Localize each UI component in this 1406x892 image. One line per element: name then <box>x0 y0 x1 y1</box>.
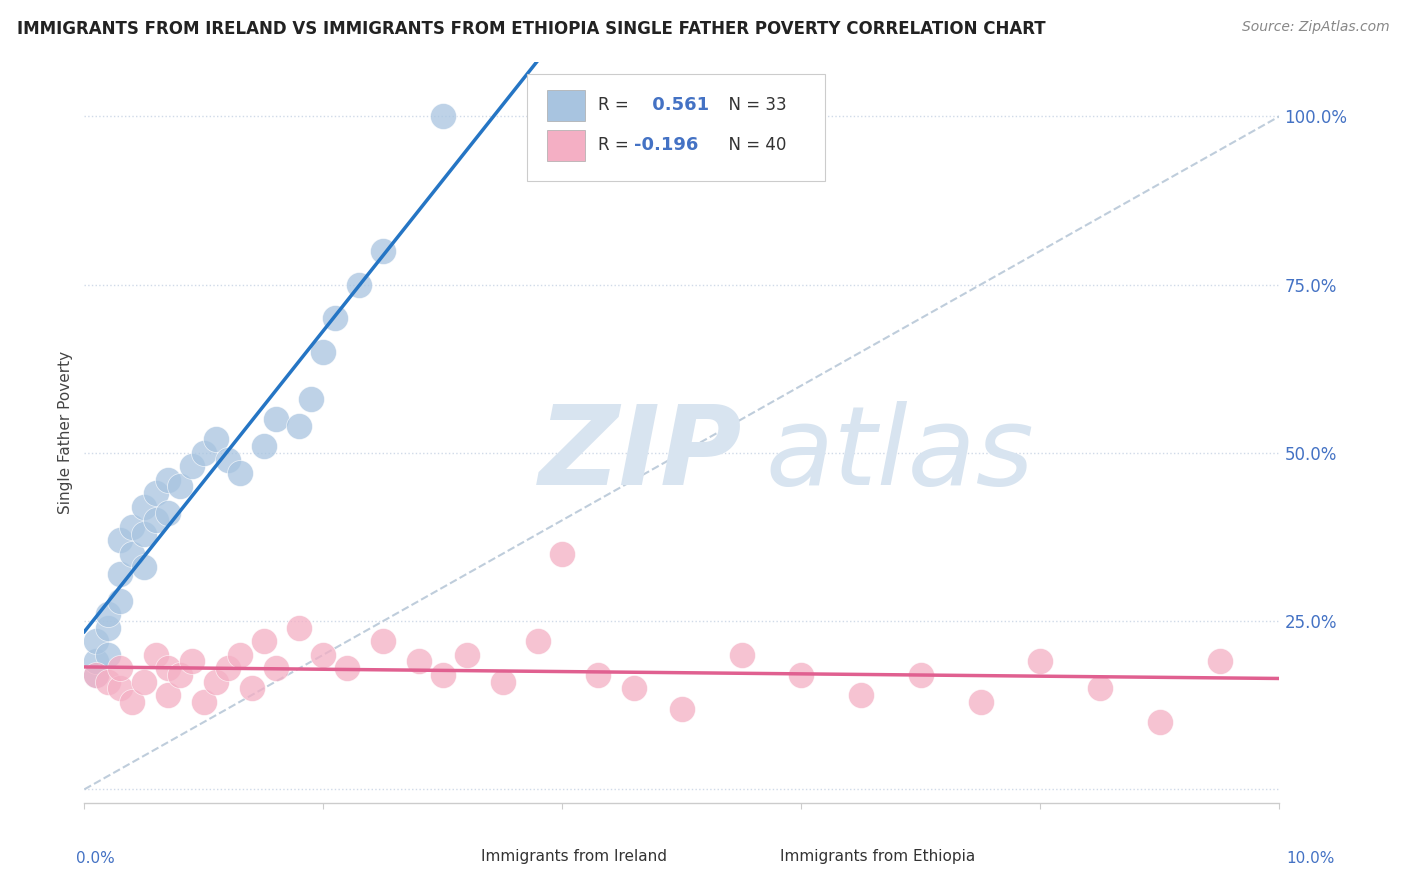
Point <box>1209 655 1232 669</box>
Point <box>527 634 550 648</box>
Point <box>132 526 156 541</box>
Point <box>132 560 156 574</box>
Point <box>253 439 276 453</box>
Point <box>97 621 120 635</box>
Point <box>623 681 645 696</box>
Point <box>217 452 239 467</box>
Point <box>121 547 143 561</box>
Point <box>193 446 215 460</box>
Text: ZIP: ZIP <box>538 401 742 508</box>
Point <box>145 513 167 527</box>
Point <box>253 634 276 648</box>
Point <box>731 648 754 662</box>
Point <box>110 681 132 696</box>
Point <box>97 648 120 662</box>
Text: atlas: atlas <box>766 401 1035 508</box>
Text: 10.0%: 10.0% <box>1286 851 1334 865</box>
Point <box>157 507 180 521</box>
Point <box>157 688 180 702</box>
Point <box>169 479 191 493</box>
Point <box>205 433 228 447</box>
Point <box>132 674 156 689</box>
FancyBboxPatch shape <box>527 73 825 181</box>
Point <box>492 674 515 689</box>
Point <box>110 533 132 548</box>
Text: IMMIGRANTS FROM IRELAND VS IMMIGRANTS FROM ETHIOPIA SINGLE FATHER POVERTY CORREL: IMMIGRANTS FROM IRELAND VS IMMIGRANTS FR… <box>17 20 1046 37</box>
Point <box>671 701 693 715</box>
Point <box>110 661 132 675</box>
Point <box>336 661 359 675</box>
Point <box>373 634 395 648</box>
Point <box>432 109 454 123</box>
Point <box>325 311 347 326</box>
Point <box>264 661 287 675</box>
Text: R =: R = <box>599 136 634 154</box>
Point <box>110 566 132 581</box>
Point <box>145 486 167 500</box>
Text: Source: ZipAtlas.com: Source: ZipAtlas.com <box>1241 20 1389 34</box>
Point <box>373 244 395 258</box>
Point <box>157 661 180 675</box>
Point <box>121 695 143 709</box>
Point <box>86 668 108 682</box>
Point <box>288 418 311 433</box>
Point <box>228 466 252 480</box>
Point <box>205 674 228 689</box>
Point <box>86 634 108 648</box>
Text: N = 33: N = 33 <box>718 96 786 114</box>
Point <box>145 648 167 662</box>
Y-axis label: Single Father Poverty: Single Father Poverty <box>58 351 73 514</box>
Point <box>181 655 204 669</box>
Point <box>1029 655 1052 669</box>
Point <box>110 594 132 608</box>
Point <box>408 655 430 669</box>
Point <box>288 621 311 635</box>
Point <box>181 459 204 474</box>
Point <box>456 648 478 662</box>
Point <box>169 668 191 682</box>
Point <box>86 668 108 682</box>
Text: -0.196: -0.196 <box>634 136 699 154</box>
Point <box>970 695 993 709</box>
Point <box>240 681 263 696</box>
Text: 0.0%: 0.0% <box>76 851 115 865</box>
Point <box>193 695 215 709</box>
Point <box>121 520 143 534</box>
Point <box>157 473 180 487</box>
Point <box>551 547 574 561</box>
Point <box>1149 714 1171 729</box>
Point <box>1090 681 1112 696</box>
Point <box>432 668 454 682</box>
Point <box>349 277 371 292</box>
Text: Immigrants from Ethiopia: Immigrants from Ethiopia <box>780 848 976 863</box>
Bar <box>547 130 585 161</box>
Point <box>86 655 108 669</box>
Point <box>910 668 932 682</box>
Point <box>97 674 120 689</box>
Point <box>301 392 323 406</box>
Text: Immigrants from Ireland: Immigrants from Ireland <box>481 848 666 863</box>
Bar <box>742 843 772 869</box>
Point <box>851 688 873 702</box>
Bar <box>443 843 472 869</box>
Point <box>132 500 156 514</box>
Point <box>790 668 813 682</box>
Text: 0.561: 0.561 <box>647 96 709 114</box>
Point <box>588 668 610 682</box>
Point <box>312 344 335 359</box>
Point <box>264 412 287 426</box>
Point <box>312 648 335 662</box>
Point <box>217 661 239 675</box>
Bar <box>547 90 585 121</box>
Point <box>228 648 252 662</box>
Point <box>97 607 120 622</box>
Text: N = 40: N = 40 <box>718 136 786 154</box>
Text: R =: R = <box>599 96 634 114</box>
